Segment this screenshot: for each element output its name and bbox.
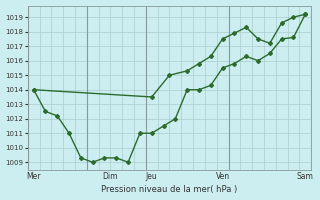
- X-axis label: Pression niveau de la mer( hPa ): Pression niveau de la mer( hPa ): [101, 185, 237, 194]
